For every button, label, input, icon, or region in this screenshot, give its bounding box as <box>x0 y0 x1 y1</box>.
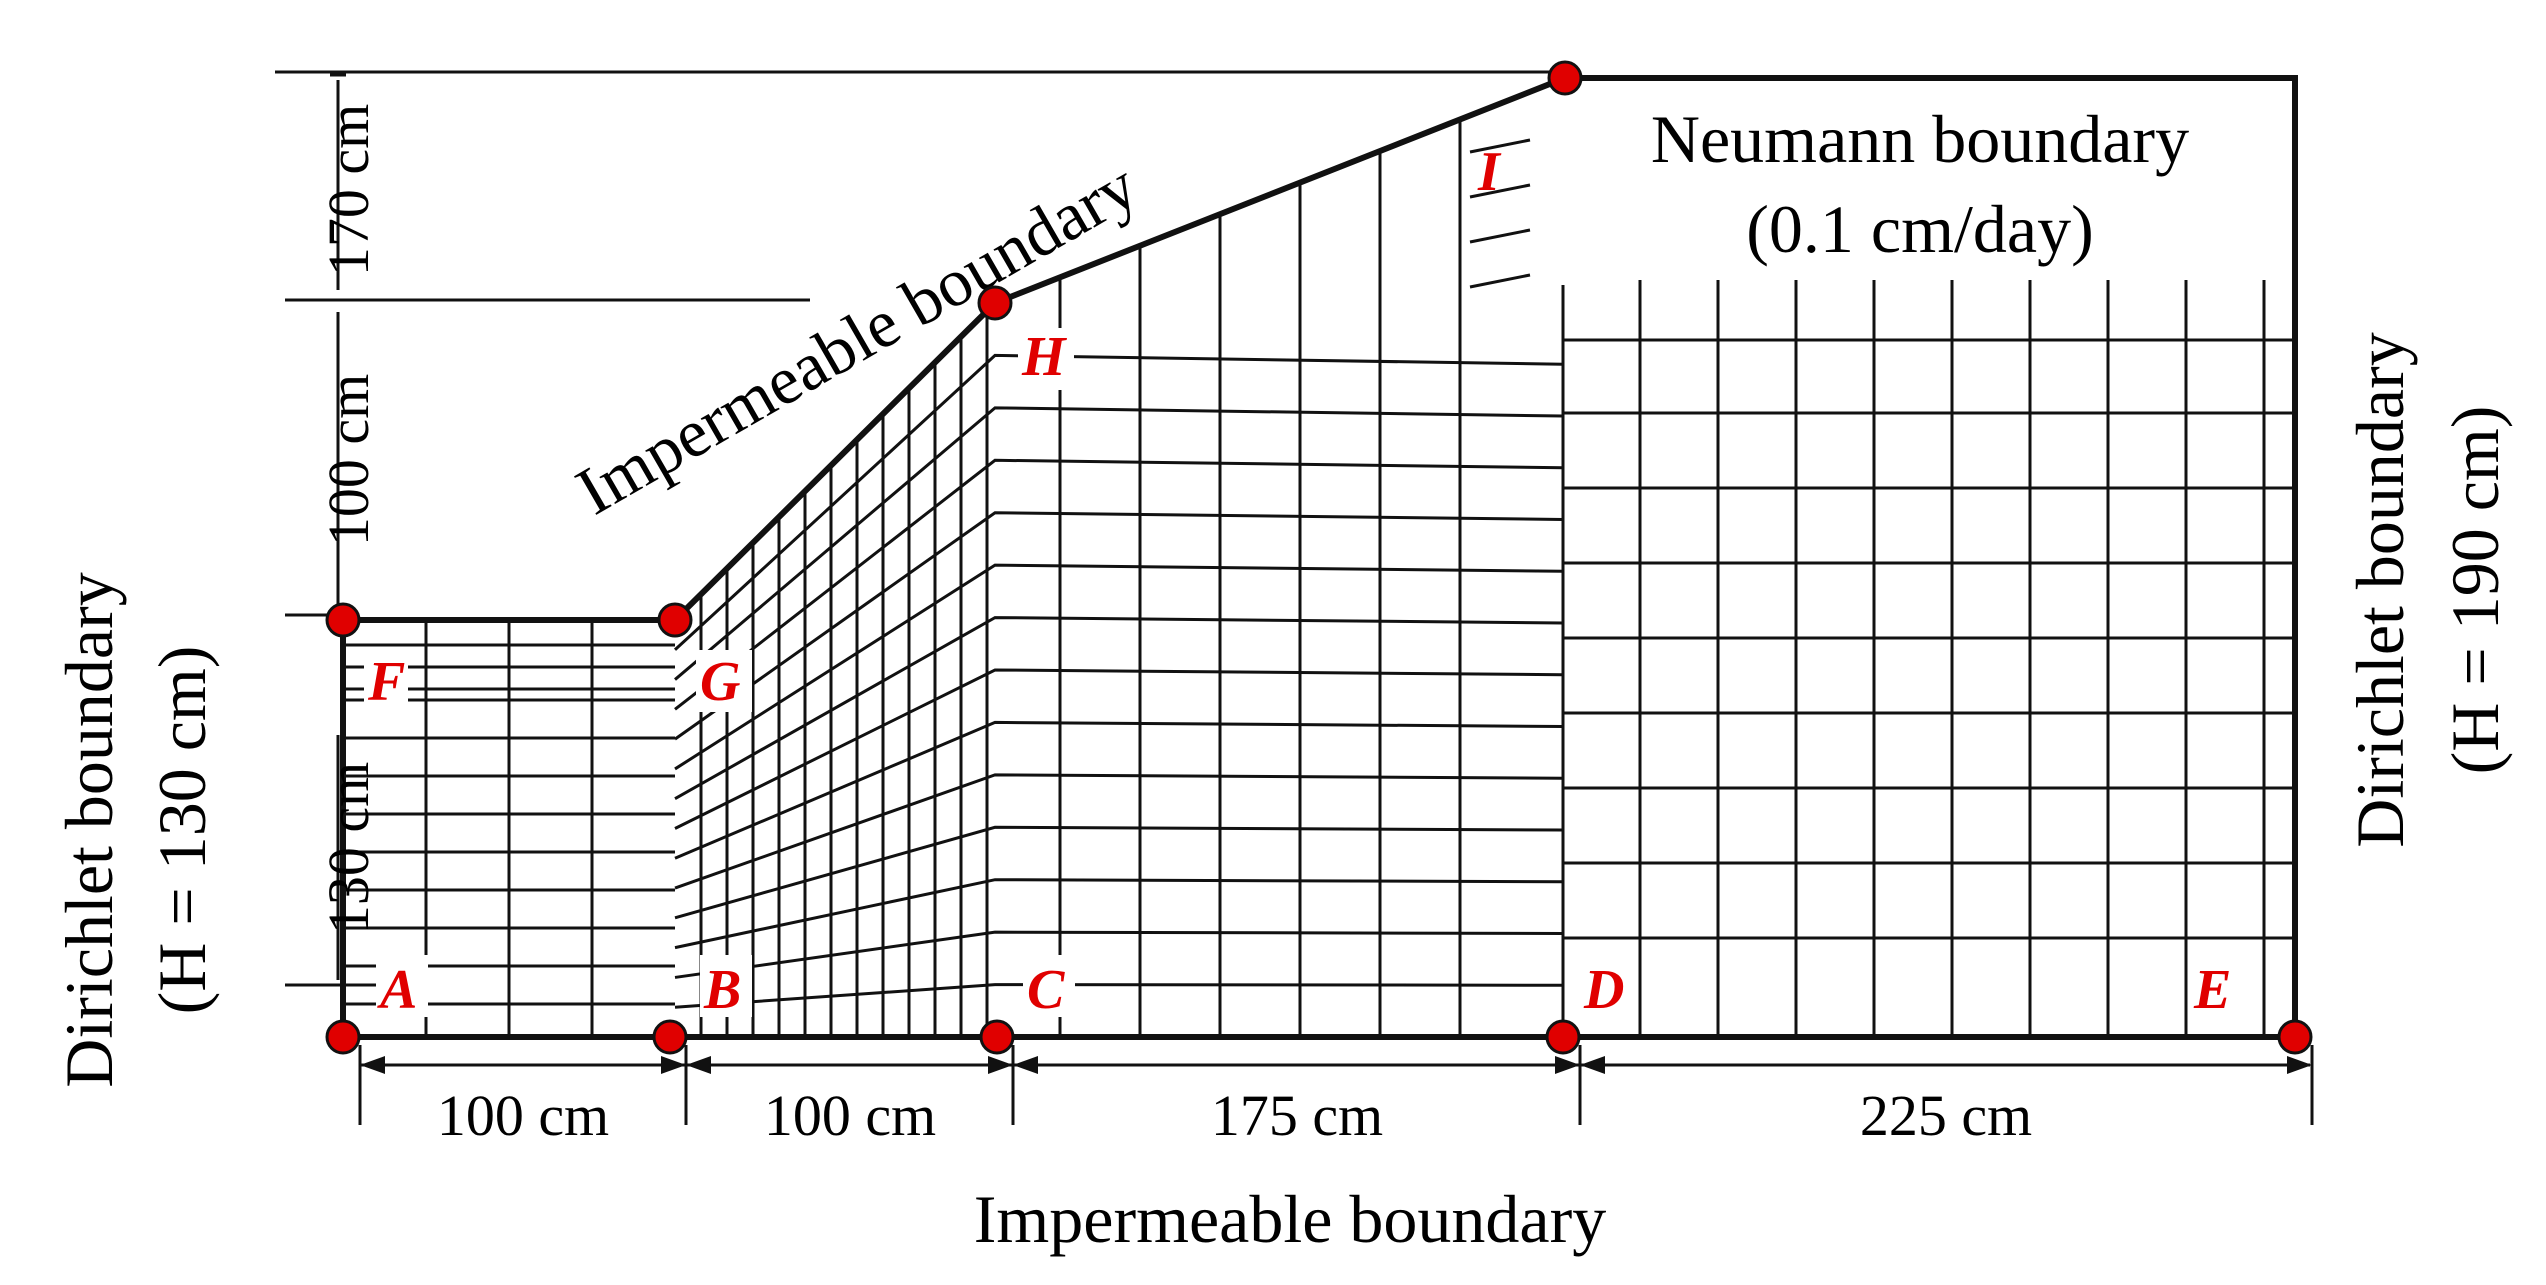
point-label-g: G <box>700 651 740 713</box>
point-label-c: C <box>1027 959 1065 1021</box>
node-c <box>979 1019 1015 1055</box>
mesh-line <box>674 458 1564 711</box>
mesh-line <box>674 511 1564 741</box>
node-d <box>1545 1019 1581 1055</box>
node-b <box>652 1019 688 1055</box>
width-label-bc: 100 cm <box>764 1083 936 1148</box>
mesh-line <box>1469 228 1531 244</box>
width-label-ab: 100 cm <box>437 1083 609 1148</box>
mesh-line <box>674 878 1564 950</box>
left-boundary-label-line2: (H = 130 cm) <box>144 646 220 1015</box>
node-a <box>325 1019 361 1055</box>
height-label-lower: 130 cm <box>316 762 381 934</box>
width-dimensions <box>358 1045 2314 1125</box>
width-label-de: 225 cm <box>1860 1083 2032 1148</box>
point-label-f: F <box>367 651 405 713</box>
left-boundary-label-line1: Dirichlet boundary <box>51 572 127 1088</box>
node-h <box>977 285 1013 321</box>
point-label-i: I <box>1477 141 1502 203</box>
mesh-line <box>674 930 1564 979</box>
right-boundary-label-line1: Dirichlet boundary <box>2342 332 2418 848</box>
mesh-line <box>674 773 1564 890</box>
height-label-upper: 170 cm <box>316 104 381 276</box>
top-boundary-label-line1: Neumann boundary <box>1651 101 2189 177</box>
node-i <box>1547 60 1583 96</box>
top-boundary-label-line2: (0.1 cm/day) <box>1746 191 2093 267</box>
mesh-line <box>673 353 1564 651</box>
node-e <box>2277 1019 2313 1055</box>
mesh-line <box>674 720 1564 860</box>
point-label-d: D <box>1583 959 1624 1021</box>
width-label-cd: 175 cm <box>1211 1083 1383 1148</box>
node-f <box>325 602 361 638</box>
bottom-boundary-label: Impermeable boundary <box>974 1181 1607 1257</box>
mesh-line <box>1469 138 1531 154</box>
mesh-line <box>674 406 1564 681</box>
domain-outline <box>340 75 2298 1040</box>
point-label-b: B <box>703 959 741 1021</box>
mesh-line <box>674 983 1564 1009</box>
mesh-line <box>674 563 1564 771</box>
mesh-line <box>1469 183 1531 199</box>
height-label-middle: 100 cm <box>316 374 381 546</box>
mesh-line <box>674 616 1564 801</box>
height-dimensions <box>275 70 1565 987</box>
point-label-h: H <box>1021 326 1067 388</box>
mesh-line <box>674 668 1564 830</box>
mesh-line <box>674 825 1564 920</box>
mesh-line <box>1469 273 1531 289</box>
point-label-a: A <box>377 959 417 1021</box>
point-label-e: E <box>2193 959 2231 1021</box>
boundary-nodes <box>325 60 2313 1055</box>
point-labels: A B C D E F G H I <box>364 141 2242 1021</box>
right-boundary-label-line2: (H = 190 cm) <box>2437 406 2513 775</box>
node-g <box>657 602 693 638</box>
